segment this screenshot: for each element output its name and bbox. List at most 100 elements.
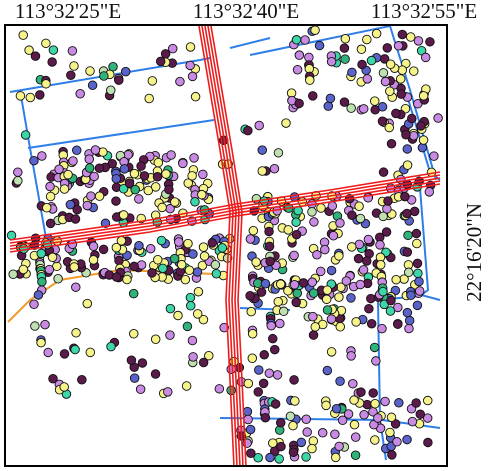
poi-point <box>379 287 388 296</box>
poi-point <box>367 319 376 328</box>
poi-point <box>342 277 351 286</box>
poi-point <box>189 353 198 362</box>
poi-point <box>34 291 43 300</box>
poi-point <box>268 334 277 343</box>
poi-point <box>14 168 23 177</box>
poi-point <box>328 202 337 211</box>
poi-point <box>199 170 208 179</box>
poi-point <box>254 388 263 397</box>
poi-point <box>45 265 54 274</box>
poi-point <box>188 172 197 181</box>
poi-point <box>369 389 378 398</box>
poi-point <box>265 242 274 251</box>
poi-point <box>38 277 47 286</box>
poi-point <box>336 219 345 228</box>
poi-point <box>329 231 338 240</box>
longitude-label-2: 113°32'40"E <box>193 0 299 23</box>
poi-point <box>38 152 47 161</box>
poi-point <box>415 277 424 286</box>
poi-point <box>146 244 155 253</box>
poi-point <box>351 451 360 460</box>
poi-point <box>271 400 280 409</box>
poi-point <box>403 435 412 444</box>
poi-point <box>127 356 136 365</box>
poi-point <box>184 239 193 248</box>
poi-point <box>153 172 162 181</box>
poi-point <box>370 97 379 106</box>
poi-point <box>409 67 418 76</box>
poi-point <box>249 226 258 235</box>
poi-point <box>347 352 356 361</box>
poi-point <box>371 399 380 408</box>
map-canvas[interactable] <box>6 26 446 465</box>
poi-point <box>385 123 394 132</box>
poi-point <box>179 159 188 168</box>
poi-point <box>19 31 28 40</box>
poi-point <box>331 453 340 462</box>
poi-point <box>324 102 333 111</box>
poi-point <box>284 226 293 235</box>
poi-point <box>387 139 396 148</box>
poi-point <box>372 29 381 38</box>
poi-point <box>341 55 350 64</box>
poi-point <box>388 451 397 460</box>
poi-point <box>199 243 208 252</box>
poi-point <box>413 259 422 268</box>
poi-point <box>336 322 345 331</box>
poi-point <box>154 158 163 167</box>
poi-point <box>257 288 266 297</box>
poi-point <box>89 256 98 265</box>
poi-point <box>414 37 423 46</box>
poi-point <box>407 114 416 123</box>
poi-point <box>25 46 34 55</box>
poi-point <box>323 286 332 295</box>
poi-point <box>392 109 401 118</box>
poi-point <box>129 329 138 338</box>
poi-point <box>412 399 421 408</box>
poi-point <box>405 316 414 325</box>
poi-point <box>359 105 368 114</box>
poi-point <box>393 438 402 447</box>
poi-point <box>326 94 335 103</box>
poi-point <box>402 130 411 139</box>
poi-point <box>112 243 121 252</box>
poi-point <box>340 98 349 107</box>
poi-point <box>87 192 96 201</box>
poi-point <box>182 382 191 391</box>
poi-point <box>352 318 361 327</box>
poi-point <box>258 146 267 155</box>
poi-point <box>321 245 330 254</box>
poi-point <box>151 370 160 379</box>
poi-point <box>119 211 128 220</box>
poi-point <box>372 357 381 366</box>
poi-point <box>290 376 299 385</box>
poi-point <box>434 114 443 123</box>
poi-point <box>148 77 157 86</box>
poi-point <box>290 193 299 202</box>
poi-point <box>244 415 253 424</box>
poi-point <box>274 297 283 306</box>
poi-point <box>246 235 255 244</box>
poi-point <box>151 183 160 192</box>
poi-point <box>162 170 171 179</box>
poi-point <box>295 99 304 108</box>
poi-point <box>403 161 412 170</box>
poi-point <box>394 42 403 51</box>
poi-point <box>419 92 428 101</box>
poi-point <box>136 385 145 394</box>
map-frame[interactable] <box>4 24 448 467</box>
poi-point <box>248 329 257 338</box>
poi-point <box>270 345 279 354</box>
poi-point <box>78 375 87 384</box>
poi-point <box>188 72 197 81</box>
poi-point <box>71 345 80 354</box>
poi-point <box>412 239 421 248</box>
poi-point <box>393 320 402 329</box>
poi-point <box>255 366 264 375</box>
poi-point <box>265 227 274 236</box>
poi-point <box>414 269 423 278</box>
poi-point <box>72 146 81 155</box>
poi-point <box>382 228 391 237</box>
poi-point <box>367 56 376 65</box>
poi-point <box>374 414 383 423</box>
